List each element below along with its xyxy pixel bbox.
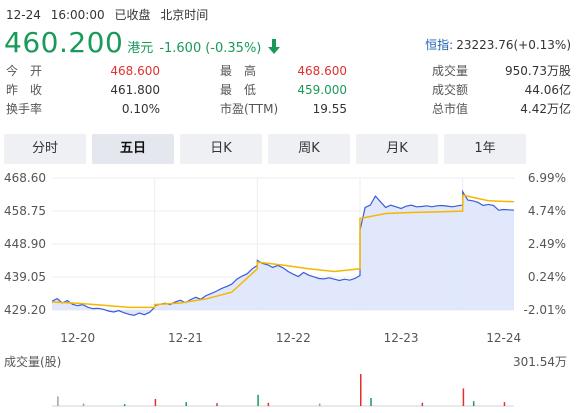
stat-high: 最 高 <box>220 62 256 80</box>
high-label: 最 高 <box>220 64 257 78</box>
volume-bar <box>57 396 59 406</box>
volume-value: 950.73万股 <box>505 64 571 78</box>
amount-label: 成交额 <box>432 83 469 97</box>
stat-market-cap: 总市值 <box>432 100 468 118</box>
low-label: 最 低 <box>220 83 257 97</box>
high-value: 468.600 <box>297 64 347 78</box>
y-tick-left: 448.90 <box>4 237 46 251</box>
index-label: 恒指: <box>425 38 454 52</box>
average-price-line <box>51 194 515 309</box>
volume-chart-title: 成交量(股) <box>4 355 62 369</box>
y-tick-right: 2.49% <box>528 237 566 251</box>
hang-seng-index[interactable]: 恒指: 23223.76(+0.13%) <box>425 36 571 53</box>
five-day-price-chart[interactable]: 468.60 458.75 448.90 439.05 429.20 6.99% 4.74%… <box>0 166 579 352</box>
low-value: 459.000 <box>297 83 347 97</box>
pe-value: 19.55 <box>312 102 347 116</box>
price-change: -1.600 <box>159 41 202 56</box>
x-tick-label: 12-23 <box>384 331 419 345</box>
down-arrow-icon <box>268 39 281 54</box>
market-status: 已收盘 <box>114 8 151 22</box>
chart-period-tabs: 分时 五日 日K 周K 月K 1年 <box>4 134 532 164</box>
market-cap-label: 总市值 <box>432 102 469 116</box>
index-value: 23223.76(+0.13%) <box>456 38 571 52</box>
volume-bar <box>370 398 372 406</box>
stat-low: 最 低 <box>220 81 256 99</box>
volume-bar <box>503 402 506 406</box>
y-tick-left: 458.75 <box>4 204 46 218</box>
market-cap-value: 4.42万亿 <box>520 102 571 116</box>
volume-bar <box>267 402 270 406</box>
volume-bar <box>318 403 321 406</box>
volume-bar <box>154 398 157 406</box>
open-value: 468.600 <box>110 64 160 78</box>
stat-amount: 成交额 <box>432 81 468 99</box>
tab-weekly-k[interactable]: 周K <box>268 134 350 164</box>
x-tick-label: 12-20 <box>60 331 95 345</box>
prev-close-value: 461.800 <box>110 83 160 97</box>
open-label: 今 开 <box>6 64 43 78</box>
y-tick-left: 429.20 <box>4 303 46 317</box>
stat-open: 今 开 <box>6 62 42 80</box>
volume-label: 成交量 <box>432 64 469 78</box>
status-line: 12-24 16:00:00 已收盘 北京时间 <box>6 6 214 23</box>
tab-one-year[interactable]: 1年 <box>444 134 526 164</box>
y-tick-left: 439.05 <box>4 270 46 284</box>
quote-time: 16:00:00 <box>50 8 105 22</box>
price-area <box>52 191 514 316</box>
volume-bar <box>216 403 218 406</box>
x-tick-label: 12-21 <box>168 331 203 345</box>
turnover-rate-value: 0.10% <box>121 102 160 116</box>
y-tick-right: 0.24% <box>528 270 566 284</box>
x-tick-label: 12-22 <box>276 331 311 345</box>
y-tick-right: 4.74% <box>528 204 566 218</box>
price-line <box>51 189 515 316</box>
volume-bar <box>462 388 465 406</box>
y-tick-right: -2.01% <box>524 303 566 317</box>
amount-value: 44.06亿 <box>524 83 571 97</box>
current-price: 460.200 <box>4 26 124 59</box>
tab-monthly-k[interactable]: 月K <box>356 134 438 164</box>
volume-bar <box>185 402 187 406</box>
stat-pe: 市盈(TTM) <box>220 100 278 118</box>
tab-intraday[interactable]: 分时 <box>4 134 86 164</box>
volume-bar <box>472 401 475 406</box>
currency-label: 港元 <box>127 41 154 56</box>
turnover-rate-label: 换手率 <box>6 102 43 116</box>
x-tick-label: 12-24 <box>486 331 521 345</box>
volume-bar <box>360 374 362 406</box>
price-row: 460.200 港元 -1.600 (-0.35%) <box>4 26 281 60</box>
price-change-percent: (-0.35%) <box>205 41 262 56</box>
stat-turnover-rate: 换手率 <box>6 100 42 118</box>
volume-max-label: 301.54万 <box>513 355 567 369</box>
prev-close-label: 昨 收 <box>6 83 43 97</box>
volume-chart[interactable] <box>0 368 579 410</box>
stat-prev-close: 昨 收 <box>6 81 42 99</box>
volume-bar <box>123 404 126 406</box>
pe-label: 市盈(TTM) <box>220 102 279 116</box>
y-tick-left: 468.60 <box>4 171 46 185</box>
volume-bar <box>257 394 259 406</box>
volume-bar <box>82 403 85 406</box>
y-tick-right: 6.99% <box>528 171 566 185</box>
quote-date: 12-24 <box>6 8 41 22</box>
stat-volume: 成交量 <box>432 62 468 80</box>
timezone-label: 北京时间 <box>160 8 209 22</box>
tab-five-day[interactable]: 五日 <box>92 134 174 164</box>
tab-daily-k[interactable]: 日K <box>180 134 262 164</box>
volume-bar <box>421 402 424 406</box>
